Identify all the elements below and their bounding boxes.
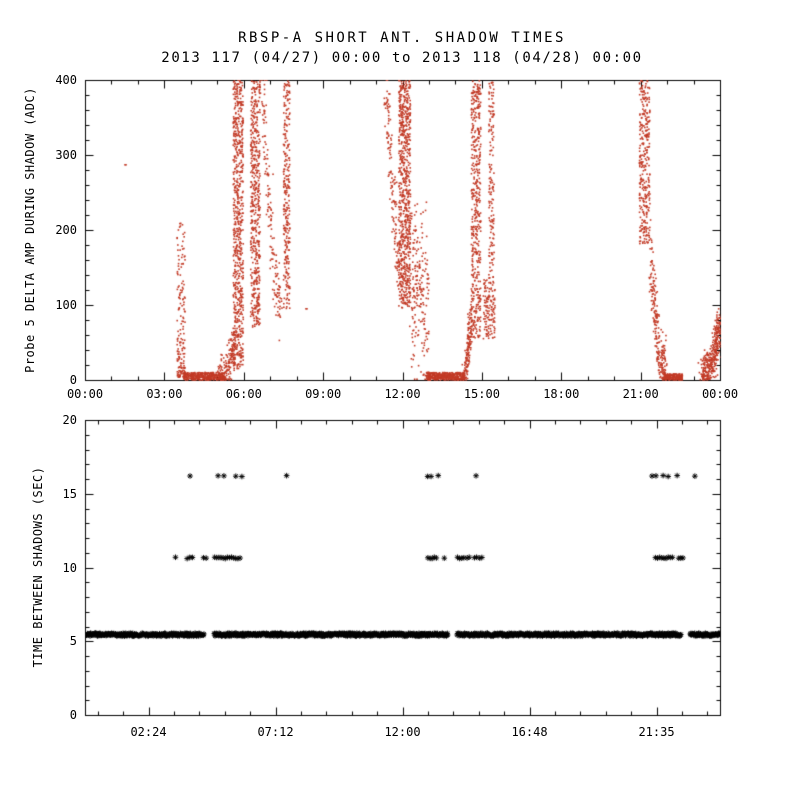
top-x-tick-label: 09:00	[305, 387, 342, 401]
top-x-tick-label: 03:00	[146, 387, 183, 401]
bottom-y-tick-label: 15	[62, 486, 77, 501]
top-y-tick-label: 400	[55, 73, 77, 87]
bottom-x-tick-label: 02:24	[130, 725, 167, 739]
chart-title: RBSP-A SHORT ANT. SHADOW TIMES	[238, 30, 566, 46]
top-x-tick-label: 06:00	[225, 387, 262, 401]
bottom-y-tick-label: 20	[62, 413, 77, 427]
bottom-y-tick-label: 5	[69, 634, 77, 649]
bottom-x-tick-label: 16:48	[511, 725, 548, 739]
bottom-y-tick-label: 10	[62, 560, 77, 575]
top-y-tick-label: 0	[69, 373, 77, 387]
bottom-x-tick-label: 12:00	[384, 725, 421, 739]
top-y-tick-label: 300	[55, 148, 77, 162]
top-x-tick-label: 21:00	[622, 387, 659, 401]
bottom-y-axis-label: TIME BETWEEN SHADOWS (SEC)	[31, 466, 45, 668]
chart-subtitle: 2013 117 (04/27) 00:00 to 2013 118 (04/2…	[161, 50, 643, 66]
top-x-tick-label: 00:00	[701, 387, 739, 401]
top-y-axis-label: Probe 5 DELTA AMP DURING SHADOW (ADC)	[23, 87, 37, 373]
bottom-x-tick-label: 21:35	[638, 725, 675, 739]
bottom-x-tick-label: 07:12	[257, 725, 294, 739]
bottom-y-tick-label: 0	[69, 708, 77, 722]
top-y-tick-label: 200	[55, 223, 77, 237]
top-x-tick-label: 12:00	[384, 387, 421, 401]
top-y-tick-label: 100	[55, 298, 77, 312]
top-x-tick-label: 15:00	[463, 387, 500, 401]
top-x-tick-label: 00:00	[66, 387, 104, 401]
top-x-tick-label: 18:00	[543, 387, 580, 401]
